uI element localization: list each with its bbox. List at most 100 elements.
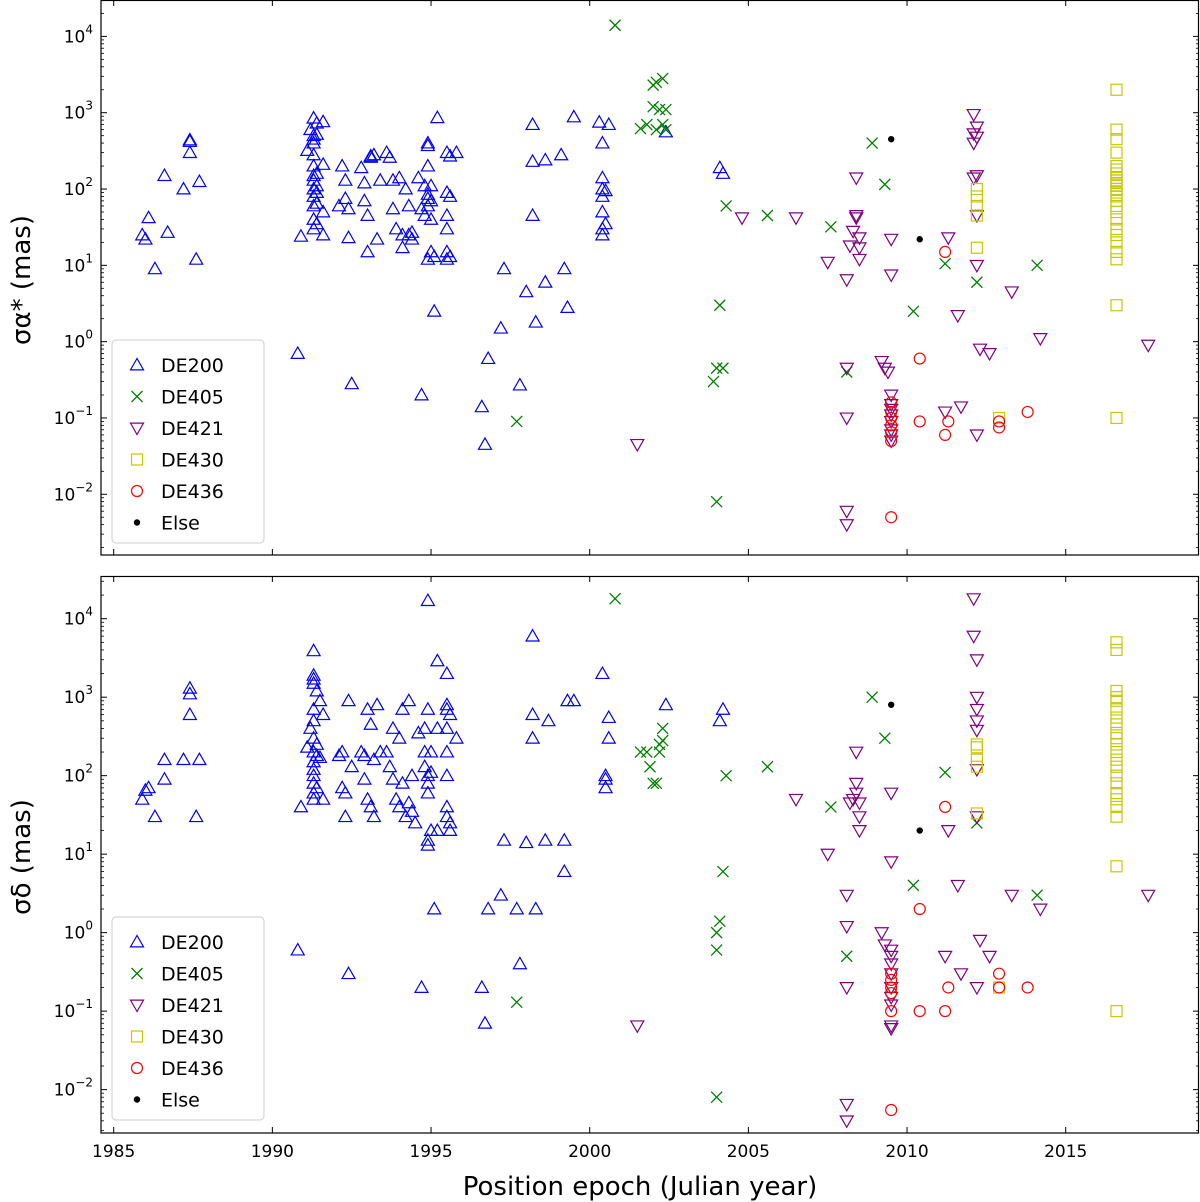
data-point-de430 (1110, 123, 1123, 136)
data-point-de200 (525, 730, 541, 744)
x-tick-label: 2005 (727, 1142, 770, 1162)
data-point-de200 (175, 751, 192, 766)
data-point-de200 (591, 114, 607, 128)
data-point-de430 (1110, 760, 1123, 773)
data-point-de200 (442, 248, 458, 263)
data-point-de200 (598, 183, 614, 197)
series-de405 (510, 592, 1044, 1104)
data-point-de430 (1110, 133, 1123, 146)
data-point-de421 (848, 787, 864, 801)
legend-label-else: Else (161, 513, 200, 535)
data-point-de200 (594, 665, 610, 680)
y-tick-label: 100 (64, 919, 93, 944)
data-point-de405 (609, 19, 622, 32)
data-point-de405 (510, 415, 523, 428)
data-point-de421 (629, 438, 645, 453)
data-point-de200 (442, 815, 458, 829)
legend-label-else: Else (161, 1090, 200, 1112)
data-point-de405 (659, 123, 672, 136)
data-point-de200 (413, 979, 430, 993)
x-tick-label: 2015 (1044, 1142, 1087, 1162)
series-else (887, 135, 923, 243)
data-point-de200 (369, 697, 385, 711)
data-point-de200 (420, 785, 436, 799)
data-point-de200 (525, 153, 541, 167)
data-point-de405 (717, 362, 729, 375)
axes-frame (100, 0, 1200, 556)
legend-label-de200: DE200 (161, 355, 224, 377)
data-point-de430 (1110, 159, 1123, 173)
data-point-de200 (302, 121, 318, 136)
data-point-de436 (885, 1103, 898, 1117)
data-point-de200 (594, 181, 610, 195)
data-point-de200 (537, 274, 553, 288)
data-point-de200 (312, 749, 328, 764)
data-point-de430 (970, 741, 983, 754)
data-point-de200 (191, 173, 207, 188)
data-point-de421 (788, 212, 804, 226)
data-point-de405 (650, 123, 663, 136)
data-point-de421 (969, 724, 985, 738)
data-point-de200 (420, 251, 436, 265)
legend-box (111, 916, 265, 1121)
data-point-de405 (824, 800, 837, 813)
data-point-de436 (885, 511, 898, 524)
data-point-de200 (315, 156, 331, 170)
data-point-de405 (710, 495, 723, 508)
data-point-de200 (404, 803, 420, 817)
data-point-de200 (360, 791, 376, 805)
data-point-de200 (344, 759, 360, 773)
data-point-de421 (1004, 286, 1020, 300)
data-point-de405 (720, 769, 733, 782)
data-point-de200 (439, 207, 455, 221)
data-point-de421 (969, 811, 985, 825)
data-point-de421 (972, 343, 988, 357)
data-point-de200 (191, 751, 207, 766)
data-point-de421 (969, 715, 985, 729)
data-point-de200 (525, 706, 541, 721)
data-point-de436 (992, 981, 1006, 994)
minor-ticks (101, 0, 1199, 549)
data-point-de405 (939, 257, 952, 270)
data-point-de200 (417, 759, 433, 773)
data-point-de200 (182, 132, 198, 146)
data-point-de200 (537, 832, 553, 846)
data-point-de436 (1021, 405, 1034, 419)
data-point-de405 (647, 100, 660, 113)
data-point-de405 (710, 944, 723, 957)
data-point-de200 (360, 244, 376, 258)
data-point-de200 (439, 184, 455, 198)
data-point-de200 (299, 739, 315, 753)
data-point-de405 (710, 926, 723, 939)
data-point-de421 (940, 825, 956, 839)
data-point-de436 (939, 428, 952, 441)
data-point-de405 (878, 732, 891, 745)
data-point-de200 (496, 261, 512, 275)
legend-label-de405: DE405 (161, 387, 224, 409)
data-point-de421 (629, 1020, 645, 1034)
data-point-de436 (913, 352, 926, 365)
data-point-de421 (937, 950, 953, 964)
data-point-de405 (609, 592, 622, 605)
data-point-de421 (820, 848, 836, 862)
data-point-de200 (182, 680, 198, 694)
data-point-de430 (1110, 83, 1123, 96)
data-point-de200 (439, 720, 455, 734)
data-point-de421 (880, 366, 896, 380)
data-point-de436 (992, 415, 1006, 428)
data-point-de421 (950, 310, 966, 324)
data-point-de200 (423, 744, 439, 758)
data-point-de200 (302, 720, 318, 734)
y-tick-label: 100 (64, 328, 93, 353)
legend-marker-de430 (130, 453, 144, 466)
data-point-de421 (883, 856, 899, 870)
data-point-de200 (306, 791, 322, 805)
data-point-de200 (379, 744, 395, 758)
data-point-de200 (385, 172, 401, 186)
data-point-de421 (1032, 333, 1048, 347)
data-point-de200 (512, 377, 528, 391)
legend-marker-de421 (129, 422, 145, 436)
data-point-de421 (788, 793, 804, 808)
data-point-de200 (598, 767, 614, 782)
data-point-de421 (969, 691, 985, 705)
